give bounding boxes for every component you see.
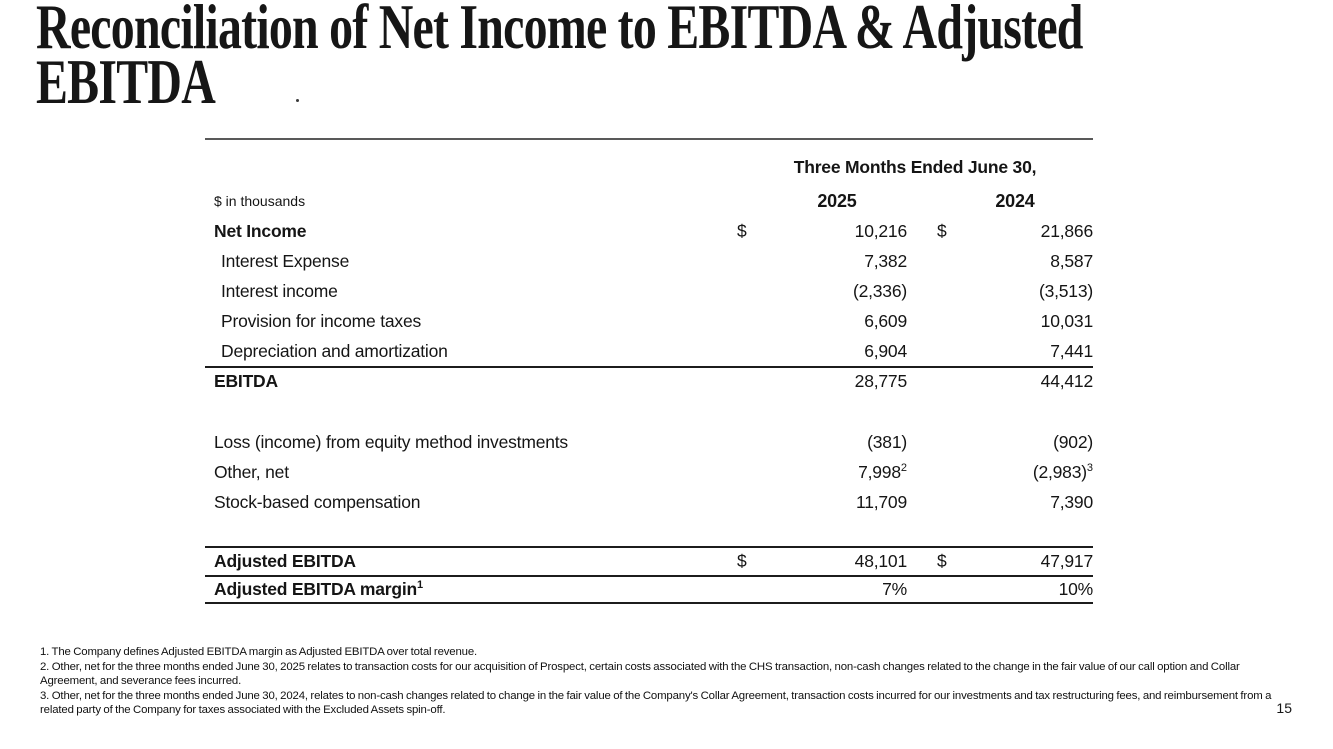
value-2025: (381) — [867, 431, 907, 452]
dollar-sign: $ — [937, 220, 947, 241]
table-year-header-row: $ in thousands 2025 2024 — [205, 186, 1093, 216]
table-row-net-income: Net Income $ 10,216 $ 21,866 — [205, 216, 1093, 246]
value-2024: (2,983)3 — [967, 462, 1093, 483]
value-2024: 7,390 — [1050, 491, 1093, 512]
row-label: Interest income — [221, 280, 338, 301]
row-label-text: Adjusted EBITDA margin — [214, 579, 418, 599]
value-2025: 28,775 — [854, 371, 908, 391]
row-label: Loss (income) from equity method investm… — [214, 431, 568, 452]
row-label: Provision for income taxes — [221, 310, 422, 331]
value-2024: (3,513) — [1038, 280, 1093, 301]
footnote-ref-2: 2 — [900, 461, 907, 474]
value-2025: 6,609 — [864, 310, 907, 331]
footnote-3: 3. Other, net for the three months ended… — [40, 689, 1272, 717]
value-2024: (902) — [1053, 431, 1093, 452]
row-label: Net Income — [214, 220, 307, 241]
table-row-ebitda: EBITDA 28,775 44,412 — [205, 366, 1093, 395]
column-header-2025: 2025 — [817, 190, 857, 211]
value-2024: 44,412 — [1040, 371, 1094, 391]
table-row-interest-expense: Interest Expense 7,382 8,587 — [205, 246, 1093, 276]
value-2024: 8,587 — [1050, 250, 1093, 271]
value-2024: 10% — [1058, 579, 1094, 599]
value-2025: 7,9982 — [767, 462, 907, 483]
unit-label: $ in thousands — [214, 193, 306, 209]
table-row-other-net: Other, net 7,9982 (2,983)3 — [205, 457, 1093, 487]
value-2025: 11,709 — [855, 491, 907, 512]
table-row-stock-based-compensation: Stock-based compensation 11,709 7,390 — [205, 487, 1093, 517]
footnote-ref-1: 1 — [417, 579, 424, 592]
table-spacer — [205, 395, 1093, 427]
row-label: Stock-based compensation — [214, 491, 421, 512]
table-spacer — [205, 517, 1093, 546]
column-header-2024: 2024 — [995, 190, 1035, 211]
value-text: 7,998 — [858, 461, 901, 482]
footnotes: 1. The Company defines Adjusted EBITDA m… — [40, 645, 1288, 718]
value-2025: (2,336) — [852, 280, 907, 301]
footnote-1: 1. The Company defines Adjusted EBITDA m… — [40, 646, 478, 658]
value-2025: 10,216 — [854, 220, 908, 241]
table-row-interest-income: Interest income (2,336) (3,513) — [205, 276, 1093, 306]
table-row-provision-income-taxes: Provision for income taxes 6,609 10,031 — [205, 306, 1093, 336]
value-2025: 7,382 — [864, 250, 907, 271]
row-label: Adjusted EBITDA margin1 — [205, 579, 737, 600]
value-2024: 10,031 — [1040, 310, 1094, 331]
dollar-sign: $ — [737, 551, 747, 571]
row-label: Interest Expense — [221, 250, 350, 271]
value-2025: 48,101 — [854, 551, 908, 571]
row-label: Adjusted EBITDA — [214, 551, 356, 571]
table-row-depreciation-amortization: Depreciation and amortization 6,904 7,44… — [205, 336, 1093, 366]
row-label: Depreciation and amortization — [221, 340, 448, 361]
row-label: EBITDA — [214, 371, 278, 391]
value-2024: 47,917 — [1040, 551, 1094, 571]
dollar-sign: $ — [737, 220, 747, 241]
table-row-adjusted-ebitda-margin: Adjusted EBITDA margin1 7% 10% — [205, 575, 1093, 602]
period-header: Three Months Ended June 30, — [793, 156, 1037, 177]
page-title-line1: Reconciliation of Net Income to EBITDA &… — [36, 0, 1083, 62]
table-bottom-rule — [205, 602, 1093, 604]
table-span-header-row: Three Months Ended June 30, — [205, 140, 1093, 186]
value-2024: 7,441 — [1050, 340, 1093, 361]
table-row-loss-equity-method: Loss (income) from equity method investm… — [205, 427, 1093, 457]
page-number: 15 — [1276, 700, 1292, 716]
value-2024: 21,866 — [1040, 220, 1094, 241]
page-title-line2: EBITDA — [36, 47, 216, 117]
stray-period-dot — [296, 99, 299, 102]
value-2025: 7% — [882, 579, 907, 599]
footnote-2: 2. Other, net for the three months ended… — [40, 660, 1240, 688]
dollar-sign: $ — [937, 551, 947, 571]
footnote-ref-3: 3 — [1086, 461, 1093, 474]
table-row-adjusted-ebitda: Adjusted EBITDA $ 48,101 $ 47,917 — [205, 546, 1093, 575]
row-label: Other, net — [214, 461, 289, 482]
value-2025: 6,904 — [864, 340, 907, 361]
page-title: Reconciliation of Net Income to EBITDA &… — [36, 0, 1083, 117]
value-text: (2,983) — [1032, 461, 1087, 482]
reconciliation-table: Three Months Ended June 30, $ in thousan… — [205, 138, 1093, 604]
